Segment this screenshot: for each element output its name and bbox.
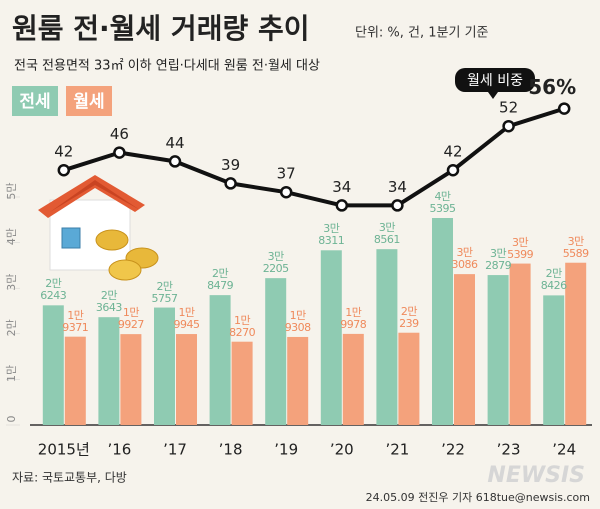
x-tick-label: ’16: [107, 441, 131, 459]
value-label: 3만 8561: [373, 221, 401, 247]
value-label: 2만 239: [399, 304, 419, 330]
legend-swatch: [66, 86, 112, 116]
value-label: 3만 5589: [562, 234, 590, 260]
line-point: [113, 146, 126, 159]
y-tick-label: 1만: [5, 365, 18, 382]
bar: [120, 334, 142, 425]
y-tick-label: 5만: [5, 182, 18, 199]
bar: [64, 336, 86, 425]
line-point: [557, 102, 571, 115]
annotation-pointer: [488, 92, 498, 99]
y-tick-label: 3만: [5, 274, 18, 291]
value-label: 1만 9945: [173, 306, 201, 332]
point-label: 46: [110, 125, 129, 143]
x-tick-label: ’20: [330, 441, 354, 459]
bar: [543, 295, 565, 425]
line-point: [335, 199, 349, 212]
subtitle: 전국 전용면적 33㎡ 이하 연립·다세대 원룸 전·월세 대상: [14, 59, 320, 74]
value-label: 3만 2205: [262, 250, 290, 276]
x-tick-label: ’17: [163, 441, 187, 459]
value-label: 1만 9371: [62, 308, 89, 334]
x-tick-label: ’22: [441, 441, 465, 459]
bar: [454, 274, 475, 425]
line-point: [168, 155, 182, 168]
line-point: [224, 177, 237, 190]
value-label: 2만 6243: [40, 277, 67, 303]
value-label: 1만 9978: [340, 305, 367, 331]
bar: [432, 217, 453, 425]
line-point: [391, 199, 404, 212]
value-label: 1만 8270: [229, 313, 256, 339]
bar: [376, 249, 398, 425]
bar: [98, 317, 120, 425]
line-point: [279, 185, 293, 199]
annotation-box: [455, 68, 535, 92]
x-tick-label: ’18: [219, 441, 243, 459]
x-tick-label: 2015년: [38, 441, 90, 459]
value-label: 2만 8479: [207, 267, 234, 293]
credit: 24.05.09 전진우 기자 618tue@newsis.com: [366, 491, 590, 504]
value-label: 2만 5757: [151, 279, 179, 305]
line-point: [446, 163, 460, 177]
bar: [209, 295, 231, 425]
bar: [154, 307, 175, 425]
line-point: [57, 163, 71, 177]
unit-note: 단위: %, 건, 1분기 기준: [355, 26, 489, 41]
bar: [398, 332, 420, 425]
point-label: 42: [54, 143, 73, 161]
legend-swatch: [12, 86, 58, 116]
bar: [176, 334, 197, 425]
house-illustration: [38, 175, 159, 281]
x-tick-label: ’23: [497, 441, 521, 459]
bar: [265, 278, 287, 425]
point-label: 52: [499, 99, 518, 117]
bar: [320, 250, 342, 425]
value-label: 2만 8426: [540, 267, 568, 293]
bar: [287, 336, 309, 425]
value-label: 3만 3086: [451, 246, 479, 272]
line-point: [502, 119, 515, 133]
legend-label: 전세: [19, 92, 50, 112]
x-tick-label: ’19: [274, 441, 298, 459]
value-label: 3만 8311: [318, 222, 345, 248]
bar: [487, 275, 509, 425]
value-label: 4만 5395: [429, 189, 457, 215]
value-label: 2만 3643: [95, 289, 123, 315]
point-label: 44: [165, 134, 184, 152]
point-label: 37: [277, 165, 296, 183]
bar: [565, 262, 587, 425]
point-label: 56%: [528, 75, 576, 99]
logo: NEWSIS: [487, 463, 585, 488]
x-tick-label: ’24: [552, 441, 576, 459]
line: [63, 106, 565, 208]
point-label: 34: [388, 178, 407, 196]
annotation: 월세 비중: [467, 73, 523, 89]
point-label: 39: [221, 156, 240, 174]
chart-title: 원룸 전·월세 거래량 추이: [12, 12, 309, 45]
y-tick-label: 0: [5, 416, 18, 423]
bar: [231, 341, 253, 425]
y-tick-label: 2만: [5, 319, 18, 336]
value-label: 1만 9927: [117, 306, 145, 332]
x-tick-label: ’21: [385, 441, 409, 459]
bar: [509, 263, 531, 425]
source: 자료: 국토교통부, 다방: [12, 471, 127, 485]
value-label: 3만 2879: [485, 247, 512, 273]
value-label: 3만 5399: [507, 235, 534, 261]
bar: [42, 305, 64, 425]
y-tick-label: 4만: [5, 228, 18, 245]
value-label: 1만 9308: [284, 308, 312, 334]
legend-label: 월세: [73, 92, 104, 112]
bar: [342, 333, 364, 425]
point-label: 42: [443, 143, 462, 161]
point-label: 34: [332, 178, 351, 196]
